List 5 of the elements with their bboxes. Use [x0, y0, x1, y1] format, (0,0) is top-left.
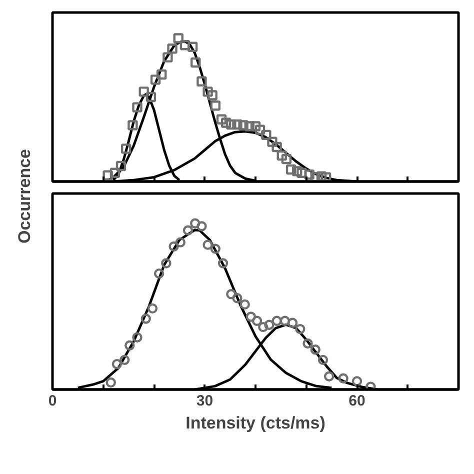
x-tick-label: 0 [48, 392, 57, 410]
x-axis-title: Intensity (cts/ms) [186, 414, 326, 432]
x-tick-label: 30 [196, 392, 214, 410]
x-tick-label: 60 [348, 392, 366, 410]
y-axis-title: Occurrence [15, 149, 34, 244]
